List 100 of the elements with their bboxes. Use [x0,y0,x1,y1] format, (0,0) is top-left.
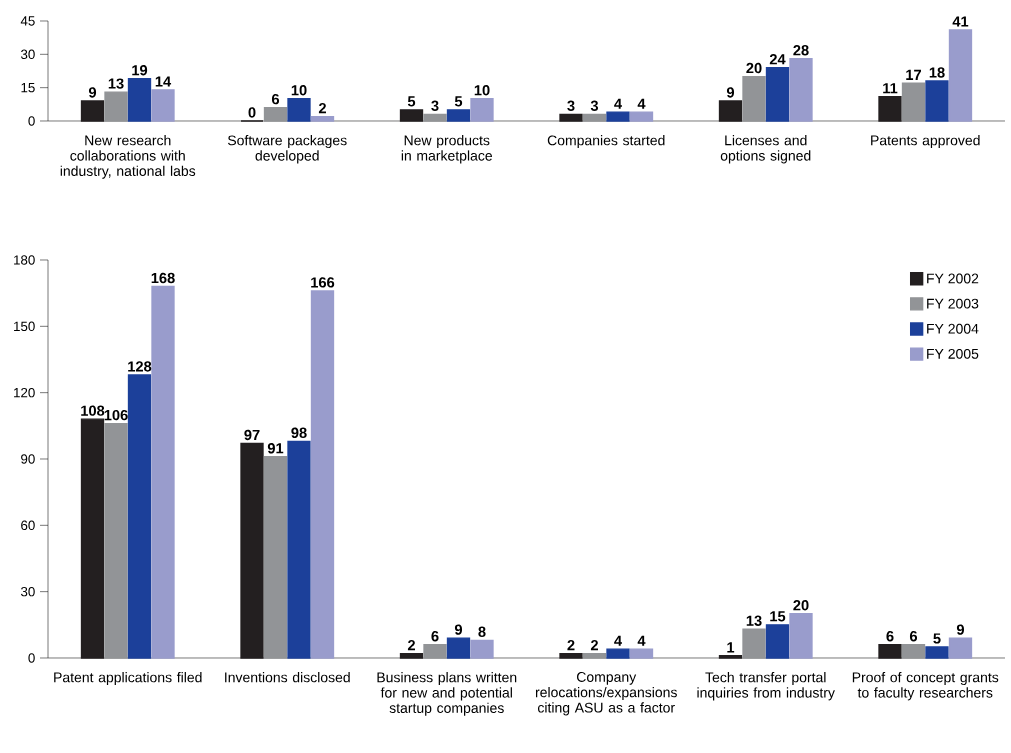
legend-label: FY 2003 [927,298,979,309]
data-label: 168 [151,272,175,284]
bar [718,655,743,659]
data-label: 4 [637,98,646,109]
data-label: 5 [407,96,416,107]
x-tick-label: Inventions disclosed [225,672,350,683]
data-label: 108 [81,405,105,416]
x-tick-label: Companies started [547,135,665,149]
bar [423,644,447,659]
data-label: 17 [906,69,921,80]
bar [423,113,447,122]
bar [718,100,743,122]
bar [901,82,926,122]
data-label: 20 [793,600,809,611]
x-tick-label: Patent applications filed [54,672,202,686]
y-tick-label: 0 [28,116,35,126]
x-tick-label: New research collaborations with industry, national labs [60,135,196,179]
bar [470,98,494,122]
bar [559,652,583,659]
bar [878,95,902,122]
data-label: 9 [454,624,463,635]
bar [948,29,973,122]
data-label: 1 [727,642,735,653]
bar [151,89,175,122]
bar [446,637,471,659]
data-label: 13 [746,615,762,626]
y-tick-label: 15 [21,83,35,93]
data-label: 10 [291,85,307,96]
data-label: 4 [614,635,622,646]
bar [582,113,607,122]
bar [742,628,766,659]
bar [765,66,790,122]
bar [399,109,424,122]
data-label: 15 [770,611,786,622]
bar [470,639,494,659]
bar [446,109,471,122]
data-label: 166 [311,277,335,288]
data-label: 106 [104,409,128,421]
data-label: 9 [956,624,965,635]
data-label: 4 [614,98,622,109]
legend-label: FY 2005 [927,348,979,359]
bar [559,113,583,122]
y-tick-label: 30 [20,586,35,597]
bar [582,652,607,659]
data-label: 41 [952,16,969,27]
data-label: 91 [267,443,284,454]
bar [104,91,128,122]
data-label: 3 [431,100,439,111]
bar [263,456,288,659]
x-tick-label: Patents approved [871,135,980,149]
y-tick-label: 0 [28,653,35,663]
x-tick-label: Company relocations/expansions citing ASU as a factor [535,672,677,716]
data-label: 98 [291,427,307,438]
data-label: 18 [929,67,945,78]
data-label: 9 [726,87,735,98]
legend-label: FY 2004 [927,323,979,334]
bar [287,440,311,659]
y-tick-label: 60 [21,520,35,531]
data-label: 6 [909,631,918,642]
bar [240,442,264,659]
y-tick-label: 180 [14,255,35,265]
data-label: 14 [155,76,172,87]
y-tick-label: 30 [20,49,35,60]
y-tick-label: 45 [20,16,35,26]
bar [127,78,152,122]
data-label: 2 [407,640,415,651]
data-label: 6 [431,631,439,642]
data-label: 6 [886,631,894,642]
data-label: 97 [244,429,260,441]
bar [629,648,654,659]
bar [629,111,654,122]
bar [399,652,424,659]
bar [765,624,790,659]
bar [606,111,630,122]
data-label: 10 [474,85,490,96]
bar [925,646,949,659]
data-label: 2 [567,640,575,651]
bar [789,613,813,659]
bar [80,418,105,659]
bar [151,285,175,659]
bar [878,644,902,659]
bar [310,290,335,659]
bar [263,106,288,122]
data-label: 5 [933,633,941,644]
data-label: 128 [128,361,152,372]
bar [925,80,949,122]
bar [606,648,630,659]
data-label: 2 [590,640,598,651]
data-label: 11 [883,83,898,94]
bar [901,644,926,659]
data-label: 5 [454,96,463,107]
data-label: 9 [88,87,97,98]
x-tick-label: Software packages developed [227,135,347,164]
legend-label: FY 2002 [927,273,979,284]
x-tick-label: Proof of concept grants to faculty researchers [852,672,999,701]
bar [80,100,105,122]
y-tick-label: 120 [14,387,35,398]
x-tick-label: Tech transfer portal inquiries from industry [697,672,835,701]
x-tick-label: New products in marketplace [401,135,493,164]
bar [287,98,311,122]
